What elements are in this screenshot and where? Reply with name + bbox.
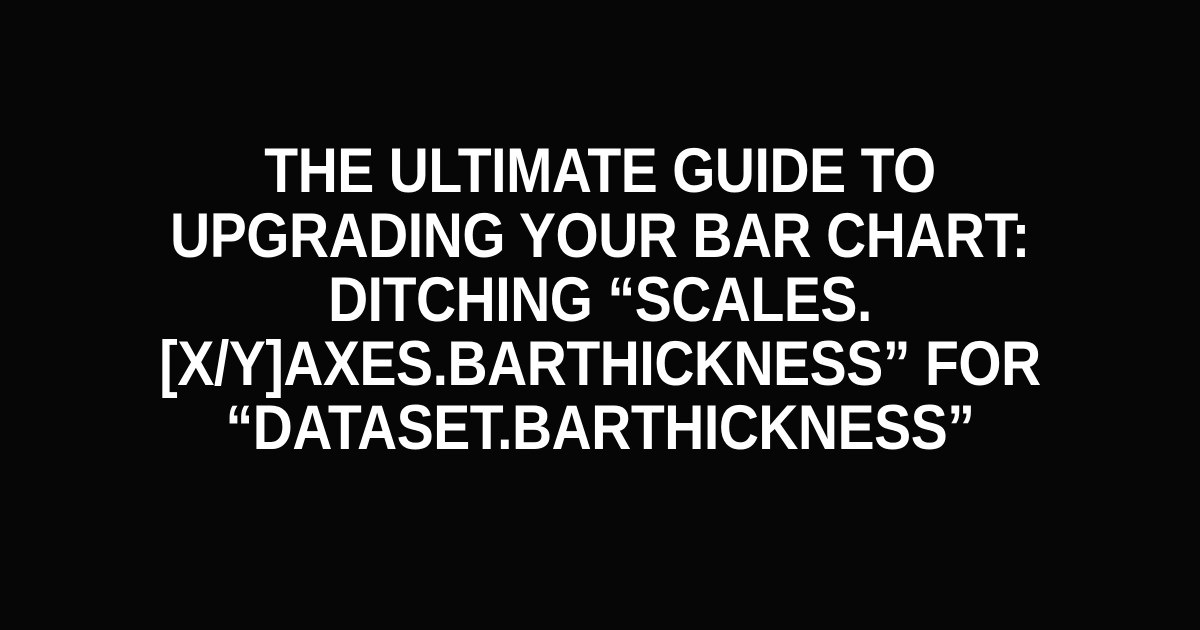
- headline-text: The Ultimate Guide to Upgrading Your Bar…: [107, 139, 1093, 460]
- title-card: The Ultimate Guide to Upgrading Your Bar…: [0, 0, 1200, 630]
